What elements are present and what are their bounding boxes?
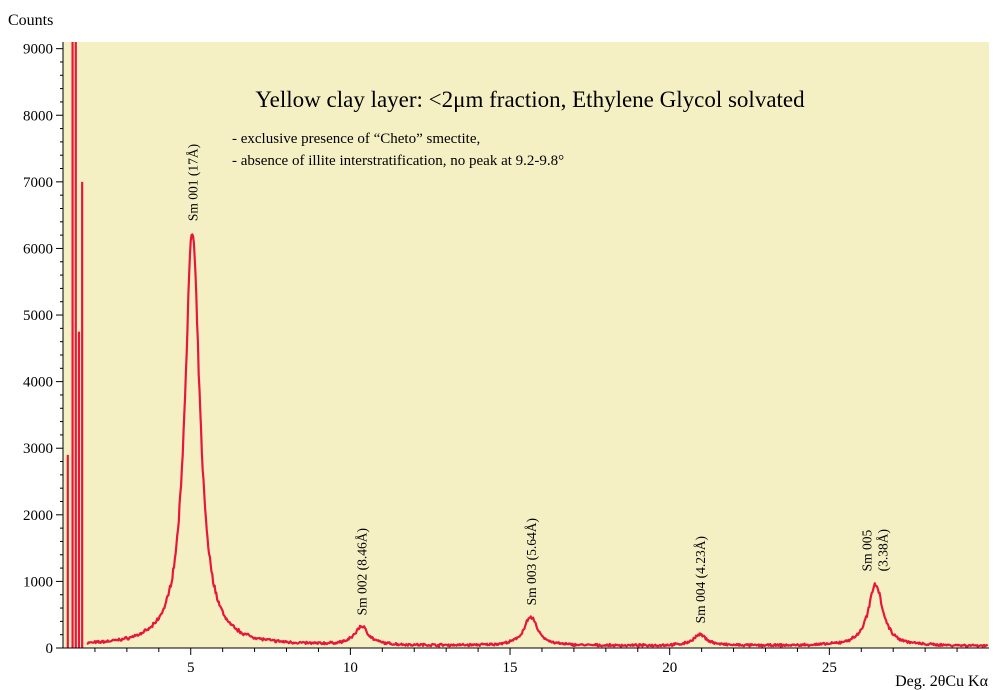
- y-tick-label: 0: [46, 641, 54, 657]
- y-tick-label: 7000: [23, 175, 53, 191]
- x-tick-label: 25: [822, 660, 837, 676]
- y-tick-label: 1000: [23, 574, 53, 590]
- peak-label: Sm 004 (4.23Å): [693, 536, 708, 623]
- peak-label-d-spacing: (3.38Å): [876, 529, 891, 571]
- note-line-2: - absence of illite interstratification,…: [232, 153, 564, 169]
- x-tick-label: 15: [503, 660, 518, 676]
- low-angle-lines: [66, 42, 84, 648]
- y-tick-label: 4000: [23, 375, 53, 391]
- y-tick-label: 2000: [23, 508, 53, 524]
- y-tick-label: 3000: [23, 441, 53, 457]
- plot-background: [63, 42, 989, 648]
- peak-label: Sm 005 (3.38Å): [860, 529, 891, 571]
- x-tick-label: 20: [662, 660, 677, 676]
- y-tick-label: 5000: [23, 308, 53, 324]
- note-line-1: - exclusive presence of “Cheto” smectite…: [232, 131, 480, 147]
- peak-label-name: Sm 005: [860, 530, 875, 572]
- x-tick-label: 10: [343, 660, 358, 676]
- y-tick-label: 6000: [23, 241, 53, 257]
- peak-labels: Sm 001 (17Å) Sm 002 (8.46Å) Sm 003 (5.64Å)…: [185, 144, 890, 623]
- y-axis-title: Counts: [8, 12, 53, 29]
- chart-title: Yellow clay layer: <2μm fraction, Ethyle…: [255, 87, 805, 112]
- y-tick-label: 9000: [23, 42, 53, 58]
- x-axis-ticks: 5 10 15 20 25: [94, 648, 958, 676]
- peak-label: Sm 002 (8.46Å): [355, 528, 370, 615]
- y-axis-ticks: 0 1000 2000 3000 4000 5000 6000 7000 8000 9000: [23, 42, 63, 657]
- diffraction-pattern-line: [86, 233, 989, 648]
- y-tick-label: 8000: [23, 108, 53, 124]
- peak-label: Sm 001 (17Å): [185, 144, 200, 221]
- x-axis-title: Deg. 2θCu Kα: [895, 673, 989, 690]
- peak-label: Sm 003 (5.64Å): [524, 518, 539, 605]
- x-tick-label: 5: [187, 660, 195, 676]
